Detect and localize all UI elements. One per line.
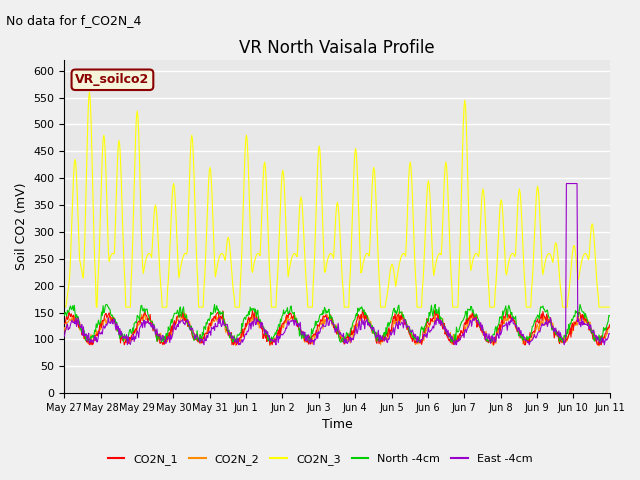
CO2N_3 [404, 195, 412, 201]
Line: North -4cm: North -4cm [65, 304, 610, 342]
CO2N_2 [420, 338, 428, 344]
CO2N_2 [211, 319, 218, 324]
Line: CO2N_1: CO2N_1 [65, 310, 610, 345]
CO2N_2 [70, 320, 78, 325]
CO2N_1 [211, 316, 219, 322]
East -4cm [404, 324, 412, 329]
East -4cm [420, 332, 428, 337]
CO2N_2 [182, 311, 189, 316]
CO2N_1 [182, 316, 190, 322]
CO2N_3 [606, 304, 614, 310]
Line: CO2N_2: CO2N_2 [65, 312, 610, 346]
CO2N_3 [70, 161, 78, 167]
CO2N_1 [606, 322, 614, 328]
Y-axis label: Soil CO2 (mV): Soil CO2 (mV) [15, 183, 28, 270]
CO2N_1 [502, 307, 510, 312]
CO2N_2 [61, 325, 68, 331]
North -4cm [212, 306, 220, 312]
North -4cm [405, 326, 413, 332]
CO2N_3 [420, 263, 428, 269]
Legend: CO2N_1, CO2N_2, CO2N_3, North -4cm, East -4cm: CO2N_1, CO2N_2, CO2N_3, North -4cm, East… [103, 450, 537, 469]
CO2N_2 [595, 343, 603, 348]
CO2N_3 [127, 278, 135, 284]
CO2N_1 [61, 321, 68, 326]
East -4cm [61, 333, 68, 339]
CO2N_1 [127, 336, 135, 342]
Line: CO2N_3: CO2N_3 [65, 92, 610, 307]
CO2N_2 [361, 309, 369, 314]
CO2N_3 [182, 251, 190, 257]
Text: VR_soilco2: VR_soilco2 [76, 73, 150, 86]
X-axis label: Time: Time [322, 419, 353, 432]
CO2N_2 [127, 338, 134, 344]
Line: East -4cm: East -4cm [65, 183, 610, 345]
East -4cm [200, 342, 208, 348]
Title: VR North Vaisala Profile: VR North Vaisala Profile [239, 39, 435, 57]
CO2N_3 [86, 89, 93, 95]
CO2N_3 [211, 274, 219, 280]
East -4cm [563, 180, 570, 186]
North -4cm [184, 319, 191, 325]
CO2N_1 [420, 326, 428, 332]
CO2N_3 [61, 304, 68, 310]
East -4cm [606, 331, 614, 336]
Text: No data for f_CO2N_4: No data for f_CO2N_4 [6, 14, 142, 27]
CO2N_1 [86, 342, 93, 348]
North -4cm [127, 330, 135, 336]
East -4cm [70, 318, 78, 324]
North -4cm [606, 313, 614, 319]
North -4cm [420, 324, 428, 330]
East -4cm [127, 341, 134, 347]
North -4cm [70, 302, 78, 308]
East -4cm [182, 318, 189, 324]
CO2N_1 [404, 324, 412, 330]
CO2N_2 [404, 324, 412, 330]
North -4cm [61, 312, 68, 318]
CO2N_1 [70, 319, 78, 324]
North -4cm [102, 301, 110, 307]
North -4cm [157, 339, 165, 345]
CO2N_2 [606, 324, 614, 329]
East -4cm [211, 321, 219, 326]
